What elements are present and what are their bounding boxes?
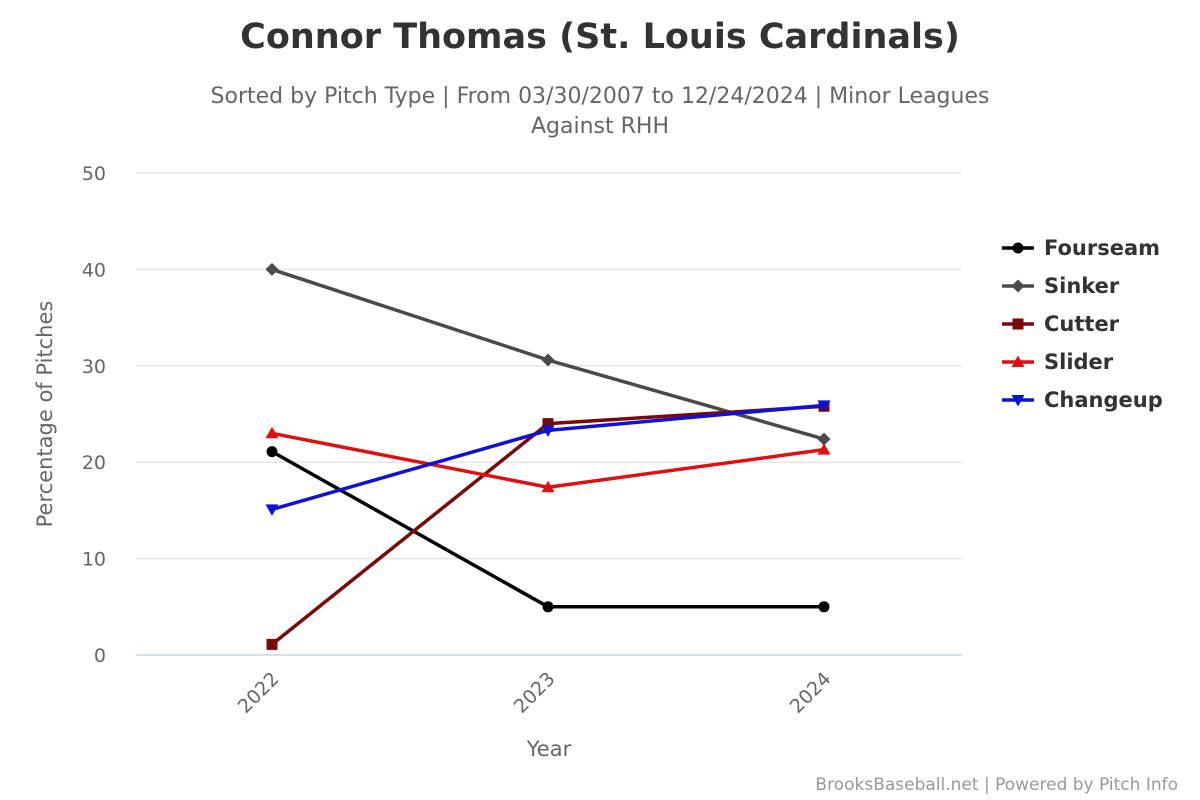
- x-axis-title: Year: [526, 737, 572, 761]
- x-tick-label: 2024: [786, 668, 836, 718]
- y-tick-label: 10: [82, 549, 106, 571]
- data-point-fourseam: [542, 601, 554, 613]
- legend-item-sinker[interactable]: Sinker: [1002, 274, 1120, 298]
- data-point-changeup: [541, 425, 555, 437]
- data-point-sinker: [817, 432, 831, 446]
- legend[interactable]: Fourseam Sinker Cutter Slider Changeup: [1002, 236, 1163, 412]
- legend-item-fourseam[interactable]: Fourseam: [1002, 236, 1160, 260]
- y-tick-label: 0: [94, 645, 106, 667]
- legend-swatch-marker: [1011, 395, 1025, 407]
- data-point-slider: [265, 426, 279, 439]
- y-axis-ticks: 0 10 20 30 40 50: [82, 163, 106, 667]
- legend-label: Changeup: [1044, 388, 1163, 412]
- data-point-sinker: [265, 262, 279, 276]
- data-point-slider: [817, 443, 831, 455]
- data-point-changeup: [265, 504, 279, 516]
- series-fourseam: [266, 446, 830, 613]
- data-point-slider: [541, 480, 555, 493]
- legend-swatch-marker: [1012, 242, 1024, 254]
- legend-label: Cutter: [1044, 312, 1120, 336]
- legend-label: Sinker: [1044, 274, 1120, 298]
- chart-title: Connor Thomas (St. Louis Cardinals): [240, 17, 960, 57]
- chart-subtitle-line-2: Against RHH: [531, 114, 669, 139]
- y-tick-label: 50: [82, 163, 106, 185]
- grid-lines: [136, 172, 962, 656]
- legend-item-cutter[interactable]: Cutter: [1002, 312, 1120, 336]
- legend-label: Slider: [1044, 350, 1114, 374]
- series-slider: [265, 426, 831, 493]
- legend-item-slider[interactable]: Slider: [1002, 350, 1114, 374]
- legend-label: Fourseam: [1044, 236, 1160, 260]
- credit-text: BrooksBaseball.net | Powered by Pitch In…: [815, 775, 1178, 795]
- x-tick-label: 2022: [234, 668, 284, 718]
- legend-swatch-marker: [1011, 279, 1025, 293]
- legend-swatch-marker: [1011, 355, 1025, 367]
- data-point-changeup: [817, 400, 831, 412]
- data-point-cutter: [542, 418, 554, 430]
- x-tick-label: 2023: [510, 668, 560, 718]
- y-tick-label: 20: [82, 452, 106, 474]
- series-line-fourseam: [270, 449, 826, 609]
- data-point-cutter: [266, 638, 278, 650]
- legend-item-changeup[interactable]: Changeup: [1002, 388, 1163, 412]
- data-point-sinker: [541, 353, 555, 367]
- series-changeup: [265, 400, 831, 516]
- series-group: [265, 262, 831, 650]
- data-point-fourseam: [266, 446, 278, 458]
- y-tick-label: 30: [82, 356, 106, 378]
- y-axis-title: Percentage of Pitches: [33, 301, 57, 528]
- x-axis-ticks: 2022 2023 2024: [234, 668, 836, 718]
- series-line-slider: [270, 431, 826, 490]
- legend-swatch-marker: [1012, 318, 1024, 330]
- data-point-fourseam: [818, 601, 830, 613]
- series-cutter: [266, 400, 830, 650]
- chart-subtitle-line-1: Sorted by Pitch Type | From 03/30/2007 t…: [211, 84, 990, 109]
- y-tick-label: 40: [82, 259, 106, 281]
